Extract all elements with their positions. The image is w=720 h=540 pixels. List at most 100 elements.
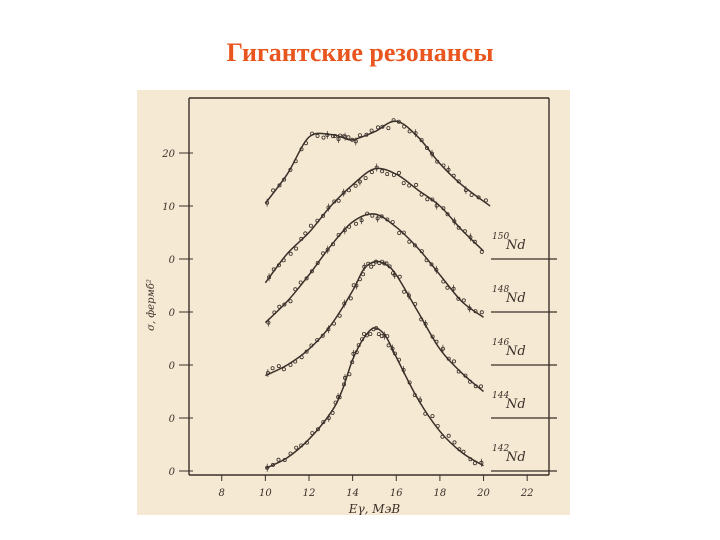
data-point (407, 129, 412, 134)
y-axis-label: σ, фермб² (146, 279, 157, 331)
isotope-mass-label: 148 (492, 285, 509, 295)
data-point (456, 296, 461, 301)
data-point (370, 213, 375, 218)
data-point (419, 249, 424, 254)
data-point (423, 411, 428, 416)
scanned-figure: 20 10 0 0 0 0 0 8 10 12 14 16 18 20 22 150 Nd 148 Nd 146 N… (137, 90, 570, 516)
slide-title: Гигантские резонансы (226, 38, 494, 67)
data-point (303, 231, 308, 236)
data-point (390, 220, 395, 225)
data-point (337, 313, 342, 318)
data-point (441, 279, 446, 284)
data-point (315, 218, 320, 223)
data-point (374, 326, 379, 331)
data-point (330, 410, 335, 415)
data-point (363, 176, 368, 181)
data-point (332, 199, 337, 204)
data-point (469, 193, 474, 198)
data-point (380, 169, 385, 174)
data-point (446, 356, 451, 361)
data-point (369, 170, 374, 175)
data-point (304, 276, 309, 281)
data-point (350, 137, 355, 142)
data-point (391, 118, 396, 123)
data-point (463, 373, 468, 378)
data-point (354, 350, 359, 355)
data-point (337, 395, 342, 400)
data-point (468, 457, 473, 462)
data-point (351, 283, 356, 288)
data-point (366, 261, 371, 266)
data-point (281, 258, 286, 263)
data-point (414, 182, 419, 187)
data-point (304, 349, 309, 354)
data-point (331, 321, 336, 326)
data-point (430, 197, 435, 202)
data-point (309, 269, 314, 274)
data-point (479, 249, 484, 254)
data-point (282, 302, 287, 307)
y-tick-label: 0 (169, 308, 176, 319)
data-point (413, 301, 418, 306)
data-point (380, 124, 385, 129)
isotope-element-label: Nd (505, 450, 526, 465)
data-point (379, 214, 384, 219)
data-point (360, 337, 365, 342)
data-point (382, 261, 387, 266)
data-point (308, 223, 313, 228)
data-point (309, 343, 314, 348)
data-point (353, 183, 358, 188)
data-point (441, 206, 446, 211)
x-tick-label: 14 (346, 488, 359, 499)
data-point (425, 197, 430, 202)
data-point (364, 132, 369, 137)
data-point (338, 133, 343, 138)
data-point (361, 272, 366, 277)
data-point (424, 146, 429, 151)
data-point (299, 355, 304, 360)
y-tick-label: 0 (169, 255, 176, 266)
data-point (397, 274, 402, 279)
data-point (321, 213, 326, 218)
data-point (288, 299, 293, 304)
data-point (276, 457, 281, 462)
data-point (396, 170, 401, 175)
x-tick-label: 16 (390, 488, 403, 499)
isotope-mass-label: 144 (492, 391, 509, 401)
data-point (282, 177, 287, 182)
data-point (304, 440, 309, 445)
data-point (272, 310, 277, 315)
isotope-element-label: Nd (505, 397, 526, 412)
data-point (435, 159, 440, 164)
data-point (371, 262, 376, 267)
data-point (299, 443, 304, 448)
data-point (387, 264, 392, 269)
data-point (276, 364, 281, 369)
x-tick-label: 12 (303, 488, 316, 499)
data-point (479, 310, 484, 315)
data-point (293, 159, 298, 164)
data-point (356, 343, 361, 348)
data-point (346, 135, 351, 140)
data-point (357, 277, 362, 282)
data-point (445, 285, 450, 290)
data-point (271, 267, 276, 272)
data-point (452, 440, 457, 445)
isotope-mass-label: 142 (492, 444, 509, 454)
data-point (373, 259, 378, 264)
data-point (385, 217, 390, 222)
y-tick-label: 0 (169, 361, 176, 372)
y-tick-label: 0 (169, 414, 176, 425)
data-point (350, 360, 355, 365)
data-point (435, 423, 440, 428)
data-point (333, 134, 338, 139)
data-point (391, 173, 396, 178)
data-point (270, 366, 275, 371)
figure-background (137, 90, 570, 515)
isotope-element-label: Nd (505, 291, 526, 306)
data-point (348, 296, 353, 301)
isotope-element-label: Nd (505, 238, 526, 253)
data-point (365, 211, 370, 216)
y-tick-label: 20 (161, 149, 175, 160)
data-point (270, 462, 275, 467)
